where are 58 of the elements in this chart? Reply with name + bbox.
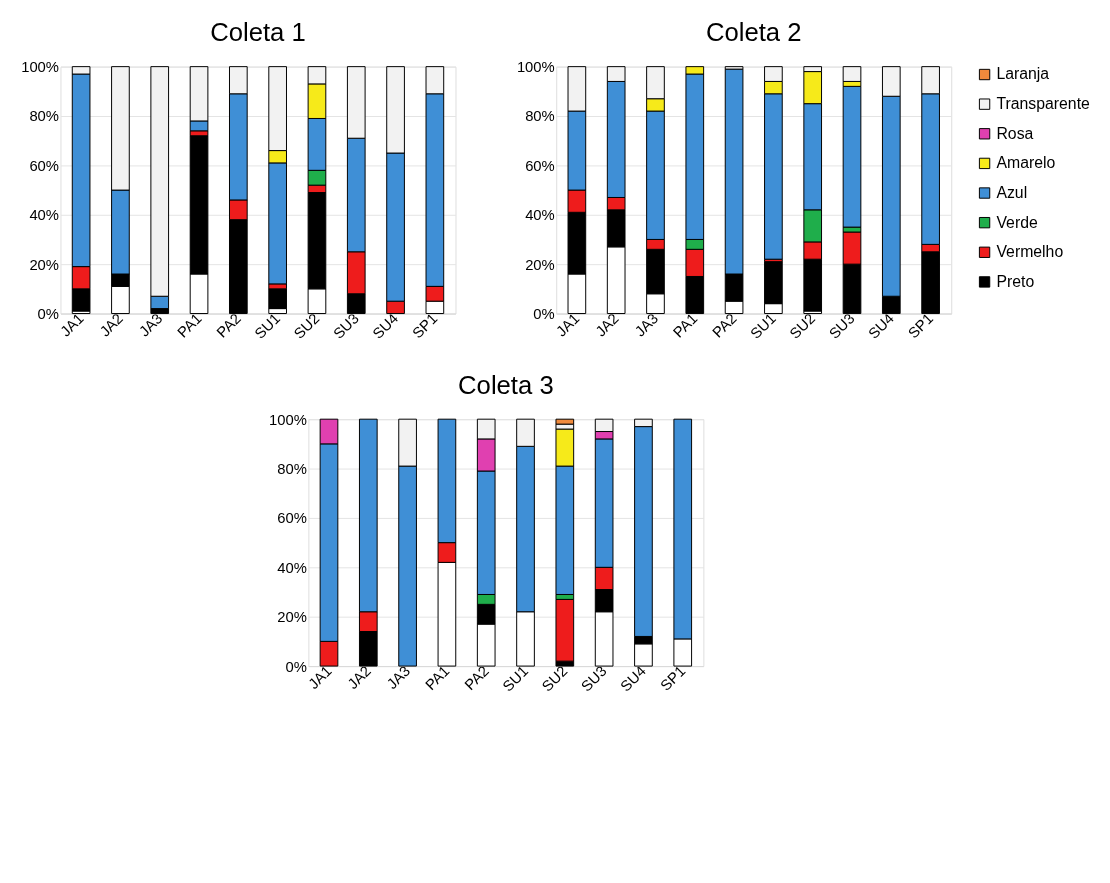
x-tick-label: JA2 [592,310,622,340]
x-tick-label: JA3 [631,310,662,340]
x-tick-label: SP1 [905,310,937,342]
x-tick-label: SU2 [290,310,323,342]
x-tick-label: PA1 [422,662,453,694]
y-tick-label: 40% [277,559,307,576]
x-tick-label: SU4 [865,310,897,342]
chart-title: Coleta 1 [210,17,306,46]
x-tick-label: SU1 [499,662,532,695]
y-tick-label: 0% [533,305,555,322]
y-tick-label: 20% [29,256,60,273]
y-tick-label: 60% [277,510,307,527]
x-tick-label: PA2 [461,662,492,694]
chart-title: Coleta 3 [458,370,554,399]
y-tick-label: 0% [37,305,60,322]
legend-label: Vermelho [996,243,1064,261]
y-tick-label: 100% [269,411,307,428]
legend-label: Preto [996,272,1035,290]
chart-title: Coleta 2 [705,17,802,46]
x-tick-label: SP1 [409,310,441,342]
x-tick-label: PA1 [174,310,205,341]
x-tick-label: JA2 [344,662,374,693]
x-tick-label: SU3 [330,310,362,342]
y-tick-label: 60% [525,157,555,174]
x-tick-label: SU3 [578,662,610,695]
y-tick-label: 40% [29,207,60,224]
y-tick-label: 80% [277,460,307,477]
x-tick-label: SU2 [786,310,819,342]
x-tick-label: SU1 [251,310,284,342]
x-tick-label: SU4 [369,310,402,342]
x-tick-label: PA1 [670,310,701,341]
x-tick-label: SU2 [538,662,571,695]
y-tick-label: 100% [21,59,60,76]
y-tick-label: 80% [29,108,60,125]
y-tick-label: 80% [525,108,555,125]
y-tick-label: 20% [525,256,555,273]
x-tick-label: PA2 [709,310,740,341]
bar [268,288,287,310]
legend-label: Laranja [996,65,1050,83]
legend-label: Azul [996,183,1028,201]
x-tick-label: SU3 [825,310,858,342]
x-tick-label: PA2 [213,310,244,341]
x-tick-label: JA2 [96,310,127,340]
x-tick-label: JA1 [553,310,583,340]
legend-label: Amarelo [996,154,1056,172]
y-tick-label: 20% [277,609,307,626]
y-tick-label: 100% [516,59,555,76]
x-tick-label: SP1 [657,662,689,694]
x-tick-label: SU4 [617,662,650,695]
x-tick-label: JA3 [136,310,166,340]
legend-label: Rosa [996,124,1034,142]
x-tick-label: JA3 [383,662,414,693]
legend-label: Transparente [996,95,1091,113]
legend-label: Verde [996,213,1038,231]
x-tick-label: SU1 [747,310,780,342]
y-tick-label: 40% [525,207,555,224]
y-tick-label: 0% [285,658,307,675]
y-tick-label: 60% [29,157,60,174]
